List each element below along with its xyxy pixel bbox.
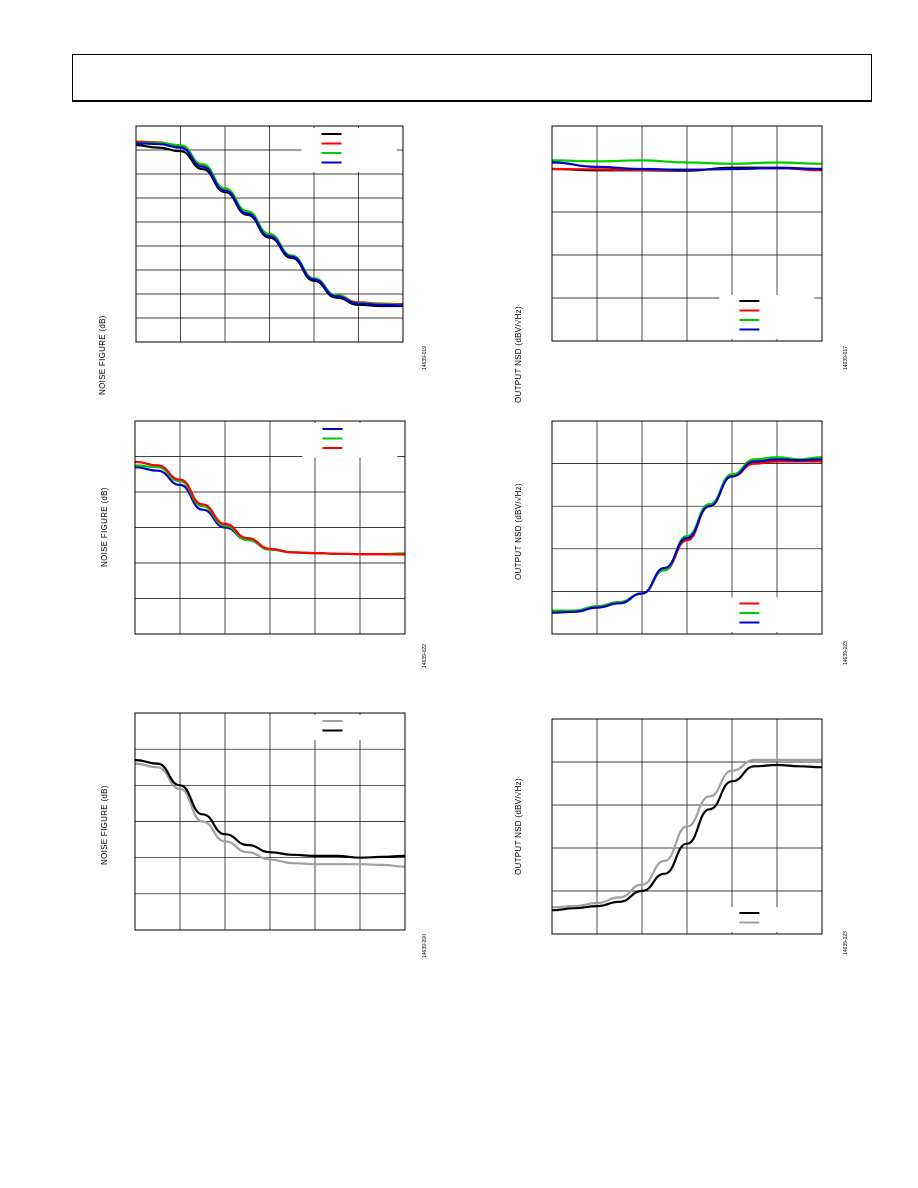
chart-panel-1: NOISE FIGURE (dB) 14639-019 [90, 120, 430, 395]
chart-3-series-line-3 [134, 460, 406, 556]
chart-4-legend-box [719, 597, 815, 632]
chart-2-series-line-4 [551, 161, 823, 171]
chart-1-series-line-4 [135, 142, 404, 307]
chart-6-y-axis-label: OUTPUT NSD (dBV/√Hz) [514, 778, 523, 875]
chart-4-plot-frame [551, 420, 823, 635]
chart-6-figure-id: 14639-123 [843, 931, 849, 955]
chart-2-legend-box [719, 295, 815, 339]
chart-2-plot-frame [551, 125, 823, 342]
chart-1-figure-id: 14639-019 [422, 346, 428, 370]
page-header-box [72, 54, 872, 102]
chart-1-series-line-1 [135, 144, 403, 308]
chart-5-series-line-1 [134, 762, 406, 868]
chart-2-figure-id: 14639-017 [843, 346, 849, 370]
chart-1-legend-box [301, 128, 397, 172]
chart-panel-4: OUTPUT NSD (dBV/√Hz) 14639-023 [505, 415, 850, 675]
chart-4-svg [551, 420, 823, 635]
chart-3-plot-frame [134, 420, 406, 635]
chart-5-figure-id: 14639-200 [422, 934, 428, 958]
chart-3-svg [134, 420, 406, 635]
chart-1-svg [135, 125, 404, 343]
chart-4-series-line-2 [552, 456, 823, 612]
chart-3-figure-id: 14639-022 [422, 644, 428, 668]
chart-4-y-axis-label: OUTPUT NSD (dBV/√Hz) [514, 483, 523, 580]
chart-5-series-line-2 [134, 758, 406, 859]
chart-6-svg [551, 718, 823, 935]
chart-5-plot-frame [134, 712, 406, 931]
chart-6-plot-frame [551, 718, 823, 935]
chart-2-svg [551, 125, 823, 342]
chart-panel-3: NOISE FIGURE (dB) 14639-022 [90, 415, 430, 675]
chart-4-series-line-3 [551, 458, 823, 614]
chart-6-series-line-2 [551, 758, 822, 909]
chart-panel-2: OUTPUT NSD (dBV/√Hz) 14639-017 [505, 120, 850, 403]
chart-1-y-axis-label: NOISE FIGURE (dB) [98, 315, 107, 395]
chart-6-series-line-1 [551, 763, 823, 912]
chart-5-y-axis-label: NOISE FIGURE (dB) [100, 785, 109, 865]
chart-2-y-axis-label: OUTPUT NSD (dBV/√Hz) [514, 306, 523, 403]
chart-3-legend-box [302, 423, 398, 458]
chart-panel-6: OUTPUT NSD (dBV/√Hz) 14639-123 [505, 710, 850, 970]
chart-5-svg [134, 712, 406, 931]
chart-6-legend-box [719, 907, 815, 932]
chart-3-y-axis-label: NOISE FIGURE (dB) [100, 487, 109, 567]
chart-1-plot-frame [135, 125, 404, 343]
chart-5-legend-box [302, 715, 398, 740]
chart-4-figure-id: 14639-023 [843, 641, 849, 665]
chart-panel-5: NOISE FIGURE (dB) 14639-200 [90, 705, 430, 965]
chart-2-series-line-3 [551, 159, 823, 165]
